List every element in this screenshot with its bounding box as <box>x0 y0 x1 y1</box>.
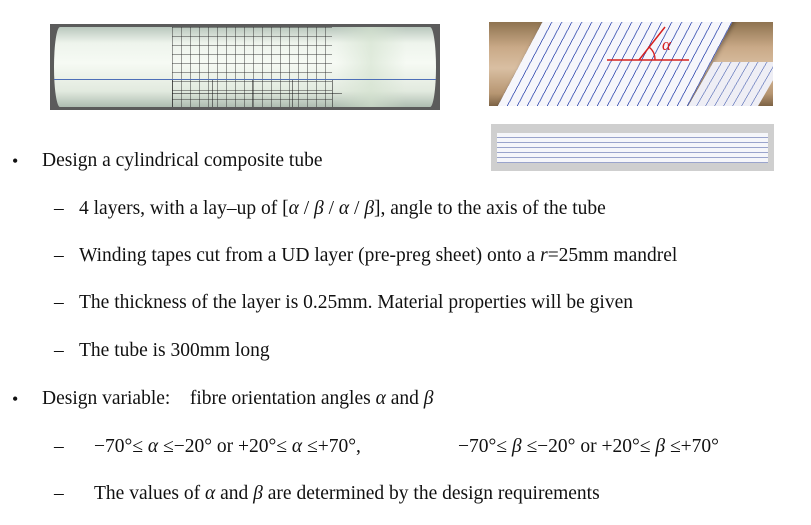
alpha-symbol: α <box>288 198 299 219</box>
constraint-text: ≤−20° or +20°≤ <box>521 436 656 457</box>
constraint-alpha: −70°≤ α ≤−20° or +20°≤ α ≤+70°, <box>94 435 361 459</box>
alpha-symbol: α <box>147 436 159 457</box>
bullet-design-variable: Design variable: fibre orientation angle… <box>42 387 433 411</box>
bullet-marker: • <box>12 151 19 171</box>
beta-symbol: β <box>511 436 522 457</box>
beta-symbol: β <box>314 198 324 219</box>
design-variable-label: Design variable: <box>42 388 171 409</box>
slash: / <box>298 198 314 219</box>
and-text: and <box>215 483 254 504</box>
subitem-length: The tube is 300mm long <box>79 340 270 361</box>
beta-symbol: β <box>655 436 666 457</box>
grid-pattern-bottom <box>172 79 342 107</box>
subitem-layup: 4 layers, with a lay–up of [α / β / α / … <box>79 197 606 221</box>
dash-marker: – <box>54 483 64 504</box>
layup-prefix: 4 layers, with a lay–up of [ <box>79 198 289 219</box>
constraint-text: ≤+70° <box>665 436 719 457</box>
composite-tube-photo <box>50 24 440 110</box>
slash: / <box>323 198 339 219</box>
values-prefix: The values of <box>94 483 206 504</box>
tube-axis-line <box>54 79 436 80</box>
bullet-marker: • <box>12 389 19 409</box>
beta-symbol: β <box>253 483 263 504</box>
layup-suffix: ], angle to the axis of the tube <box>374 198 606 219</box>
alpha-symbol: α <box>205 483 216 504</box>
alpha-symbol: α <box>291 436 303 457</box>
angle-annotation <box>607 26 689 61</box>
radius-symbol: r <box>540 245 548 266</box>
alpha-symbol: α <box>338 198 350 219</box>
alpha-angle-label: α <box>662 35 671 54</box>
dash-marker: – <box>54 245 64 266</box>
subitem-winding: Winding tapes cut from a UD layer (pre-p… <box>79 244 677 268</box>
subitem-thickness: The thickness of the layer is 0.25mm. Ma… <box>79 292 633 313</box>
constraint-text: ≤−20° or +20°≤ <box>158 436 292 457</box>
prepreg-strip-photo <box>491 124 774 171</box>
constraint-text: ≤+70°, <box>302 436 361 457</box>
subitem-values: The values of α and β are determined by … <box>94 482 600 506</box>
constraint-text: −70°≤ <box>458 436 512 457</box>
prepreg-sheet <box>497 133 768 163</box>
winding-suffix: =25mm mandrel <box>547 245 678 266</box>
values-suffix: are determined by the design requirement… <box>262 483 600 504</box>
tube-sheen <box>336 27 406 107</box>
slash: / <box>349 198 365 219</box>
beta-symbol: β <box>423 388 434 409</box>
dash-marker: – <box>54 436 64 457</box>
tube-body <box>54 27 436 107</box>
constraint-text: −70°≤ <box>94 436 148 457</box>
dash-marker: – <box>54 198 64 219</box>
bullet-design-tube: Design a cylindrical composite tube <box>42 150 323 171</box>
winding-prefix: Winding tapes cut from a UD layer (pre-p… <box>79 245 541 266</box>
alpha-symbol: α <box>375 388 386 409</box>
dash-marker: – <box>54 292 64 313</box>
beta-symbol: β <box>364 198 375 219</box>
design-variable-prefix: fibre orientation angles <box>189 388 376 409</box>
and-text: and <box>385 388 424 409</box>
constraint-beta: −70°≤ β ≤−20° or +20°≤ β ≤+70° <box>458 435 719 459</box>
tape-winding-photo <box>489 22 773 106</box>
dash-marker: – <box>54 340 64 361</box>
